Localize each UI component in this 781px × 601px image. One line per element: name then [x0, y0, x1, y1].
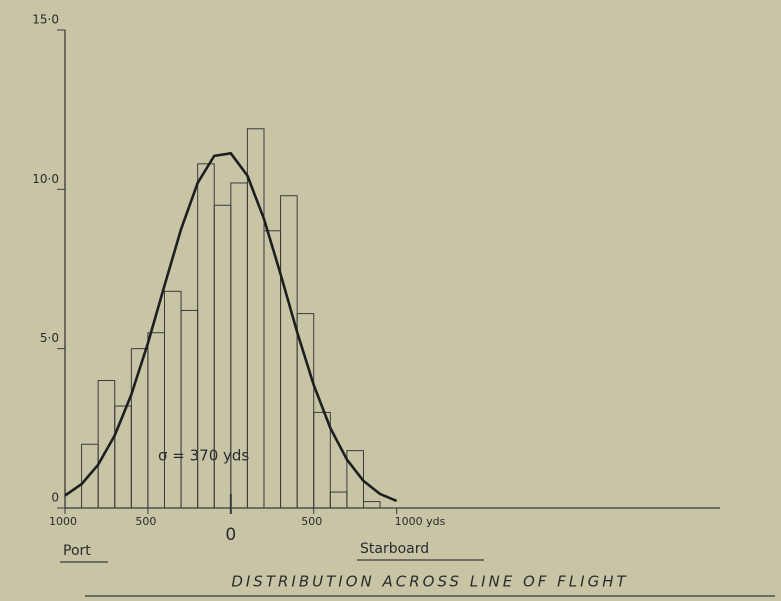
y-tick-label: 15·0 [32, 13, 59, 27]
histogram-bar [313, 411, 331, 509]
y-tick-label: 5·0 [40, 331, 59, 345]
histogram-bar [329, 491, 348, 509]
x-tick-label: 500 [135, 515, 156, 528]
histogram-bar [280, 195, 298, 509]
x-tick-label: 1000 [49, 515, 77, 528]
port-label: Port [63, 543, 91, 559]
histogram-bar [97, 380, 116, 509]
fit-curve [64, 152, 398, 503]
histogram-bar [362, 501, 381, 509]
y-tick-label: 10·0 [32, 172, 59, 186]
histogram-bar [163, 290, 182, 509]
histogram-bar [296, 313, 315, 509]
y-tick-label: 0 [51, 491, 59, 505]
histogram-bar [114, 405, 132, 509]
histogram-bar [263, 230, 282, 509]
histogram-bar [180, 309, 199, 509]
starboard-label: Starboard [360, 541, 429, 557]
histogram-bar [147, 332, 165, 509]
x-tick-label: 500 [301, 515, 322, 528]
x-tick-label: 1000 yds [395, 515, 446, 528]
x-tick-label: 0 [225, 525, 236, 545]
chart-title: DISTRIBUTION ACROSS LINE OF FLIGHT [231, 573, 628, 591]
annotation: σ = 370 yds [158, 447, 249, 465]
